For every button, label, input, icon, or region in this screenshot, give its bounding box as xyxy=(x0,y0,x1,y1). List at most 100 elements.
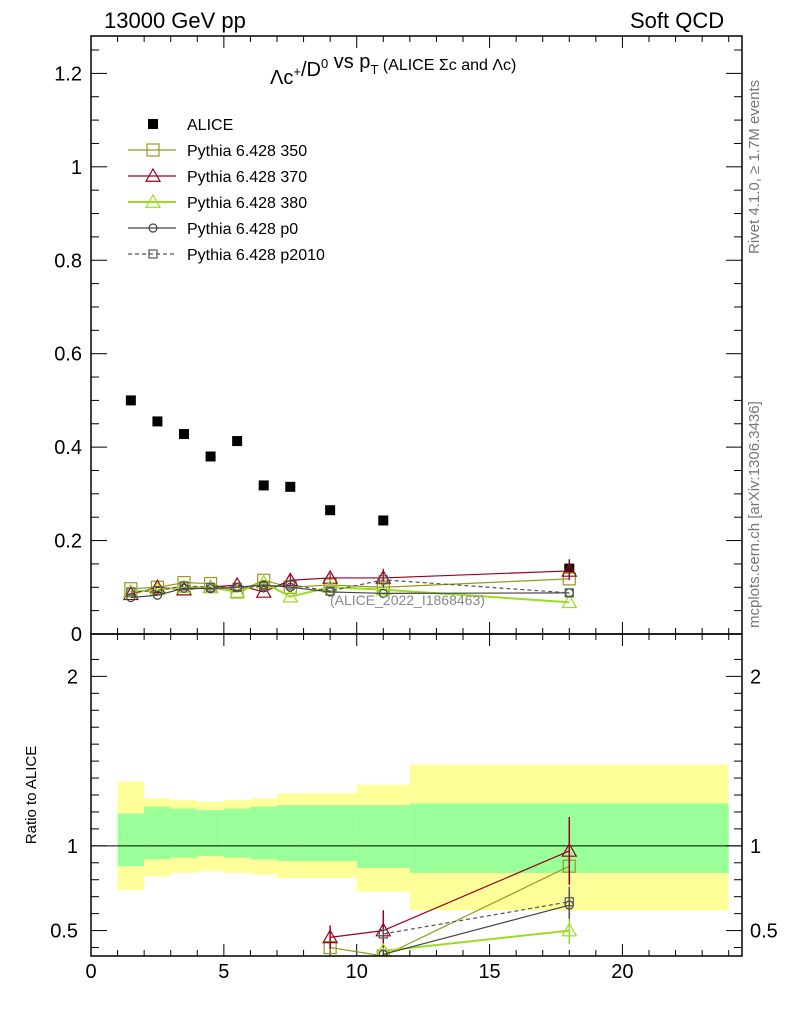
data-point xyxy=(255,574,272,589)
series-line xyxy=(130,579,570,594)
data-point xyxy=(124,582,138,596)
legend-item: Pythia 6.428 p2010 xyxy=(128,247,325,264)
ratio-line xyxy=(330,865,570,956)
ratio-point xyxy=(375,942,391,956)
y-tick-label: 0.2 xyxy=(54,531,82,553)
y-tick-label-right: 2 xyxy=(750,666,761,688)
band-green xyxy=(250,806,277,860)
y-tick-label: 1.2 xyxy=(54,63,82,85)
ratio-line xyxy=(383,929,570,952)
band-green xyxy=(197,810,224,857)
ratio-point xyxy=(322,929,339,944)
legend: ALICE Pythia 6.428 350 Pythia 6.428 370 Pyt… xyxy=(128,117,325,264)
y-tick-label: 2 xyxy=(67,666,78,688)
data-point xyxy=(561,594,578,609)
band-green xyxy=(277,805,304,862)
legend-label: Pythia 6.428 380 xyxy=(187,195,307,212)
ratio-series xyxy=(322,817,578,956)
band-green xyxy=(170,808,198,858)
data-point xyxy=(152,590,163,600)
data-point xyxy=(258,480,269,491)
header-right: Soft QCD xyxy=(630,8,725,33)
legend-item: Pythia 6.428 380 xyxy=(128,193,307,212)
y-tick-label: 0.8 xyxy=(54,250,82,272)
legend-marker xyxy=(144,193,162,208)
ratio-line xyxy=(383,901,570,935)
legend-item: Pythia 6.428 370 xyxy=(128,167,307,186)
data-point xyxy=(126,587,136,597)
data-point xyxy=(179,581,189,591)
data-point xyxy=(203,576,218,591)
ratio-pythia-6-428-p2010 xyxy=(378,886,574,940)
data-point xyxy=(179,429,189,440)
legend-label: Pythia 6.428 p2010 xyxy=(187,247,325,264)
legend-marker xyxy=(144,167,162,182)
series-line xyxy=(130,584,570,599)
data-point xyxy=(285,481,296,492)
band-green xyxy=(356,805,410,868)
band-green xyxy=(303,805,357,862)
data-point xyxy=(285,580,295,590)
data-point xyxy=(255,583,272,598)
data-point xyxy=(282,572,299,587)
data-point xyxy=(322,569,339,584)
x-tick-label: 0 xyxy=(85,961,96,983)
legend-marker xyxy=(148,249,158,259)
y-tick-label: 0.6 xyxy=(54,344,82,366)
data-point xyxy=(325,586,335,596)
series-alice xyxy=(125,395,575,578)
legend-marker xyxy=(146,143,160,157)
band-green xyxy=(223,808,251,858)
main-series xyxy=(122,395,578,609)
y-tick-label: 0 xyxy=(71,624,82,646)
x-tick-label: 5 xyxy=(218,961,229,983)
y-tick-label: 0.4 xyxy=(54,437,82,459)
legend-item: ALICE xyxy=(148,117,233,134)
y-tick-label: 1 xyxy=(67,836,78,858)
data-point xyxy=(325,505,336,516)
ratio-point xyxy=(378,949,388,956)
band-green xyxy=(117,813,145,867)
legend-label: Pythia 6.428 370 xyxy=(187,169,307,186)
data-point xyxy=(564,588,574,598)
series-line xyxy=(130,578,570,593)
ratio-point xyxy=(561,842,578,857)
uncertainty-bands xyxy=(117,764,729,911)
band-green xyxy=(144,806,171,860)
legend-label: Pythia 6.428 p0 xyxy=(187,221,298,238)
series-pythia-6-428-p2010 xyxy=(126,575,574,598)
data-point xyxy=(205,582,216,592)
y-tick-label: 1 xyxy=(71,157,82,179)
data-point xyxy=(152,416,163,427)
x-tick-label: 10 xyxy=(346,961,368,983)
data-point xyxy=(232,436,243,447)
ratio-point xyxy=(564,897,574,907)
main-panel: ALICE Pythia 6.428 350 Pythia 6.428 370 Pyt… xyxy=(54,35,743,956)
y-tick-label: 0.5 xyxy=(50,921,78,943)
data-point xyxy=(378,588,388,598)
data-point xyxy=(259,581,269,591)
legend-label: ALICE xyxy=(187,117,233,134)
legend-item: Pythia 6.428 p0 xyxy=(128,221,298,238)
data-point xyxy=(375,581,392,596)
legend-marker xyxy=(148,223,158,233)
ratio-y-label: Ratio to ALICE xyxy=(23,746,40,844)
ratio-pythia-6-428-380 xyxy=(375,917,578,956)
analysis-label: (ALICE_2022_I1868463) xyxy=(330,592,485,608)
data-point xyxy=(205,451,216,462)
data-point xyxy=(126,592,136,603)
data-point xyxy=(232,582,242,592)
ratio-panel: 0 5 10 15 20 0.5 0.5 1 1 2 2 Ratio to ALICE xyxy=(23,633,778,983)
y-tick-label-right: 0.5 xyxy=(750,921,778,943)
data-point xyxy=(561,562,578,577)
chart-title: Λc+/D0 vs pT (ALICE Σc and Λc) xyxy=(270,51,516,89)
ratio-point xyxy=(378,929,388,939)
legend-label: Pythia 6.428 350 xyxy=(187,143,307,160)
data-point xyxy=(378,515,389,526)
data-point xyxy=(152,585,163,596)
ratio-line xyxy=(383,904,570,955)
data-point xyxy=(125,395,136,406)
data-point xyxy=(282,588,299,603)
legend-marker xyxy=(148,119,158,129)
